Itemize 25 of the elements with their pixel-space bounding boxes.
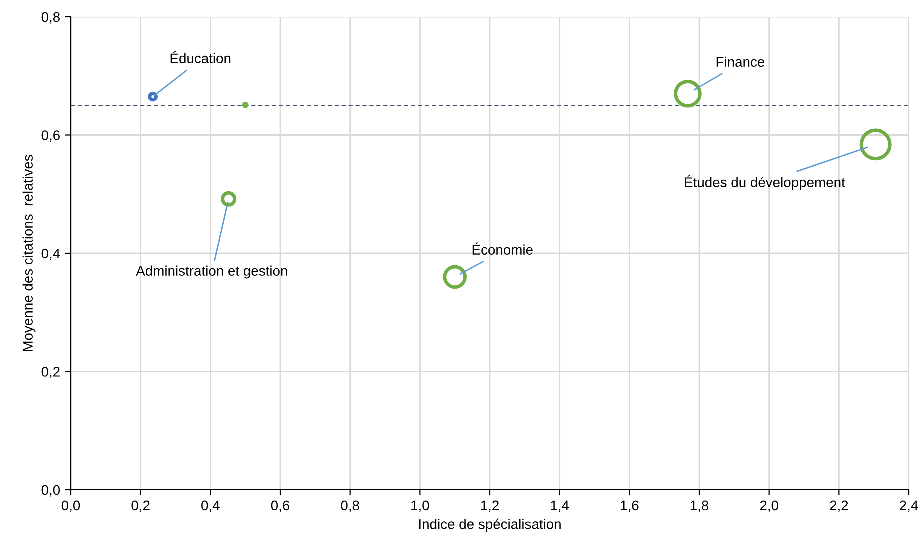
x-tick-label: 2,4: [900, 500, 918, 512]
x-tick-label: 1,0: [412, 500, 430, 512]
x-tick-label: 0,0: [62, 500, 80, 512]
x-tick-label: 1,6: [621, 500, 639, 512]
x-tick-label: 1,4: [551, 500, 570, 512]
annotation: Économie: [472, 242, 533, 255]
y-tick-label: 0,2: [42, 367, 60, 379]
x-tick-label: 2,0: [760, 500, 778, 512]
x-tick-label: 0,2: [132, 500, 150, 512]
x-tick-label: 1,2: [481, 500, 499, 512]
annotation: Études du développement: [685, 175, 846, 190]
x-tick-label: 0,6: [271, 500, 290, 512]
x-tick-label: 1,8: [690, 500, 709, 512]
y-tick-label: 0,8: [42, 12, 60, 24]
x-axis-title: Indice de spécialisation: [419, 518, 561, 532]
annotation: Finance: [716, 56, 765, 68]
x-tick-label: 2,2: [830, 500, 848, 512]
y-axis-title: Moyenne des citations relatives: [22, 155, 36, 352]
annotation: Éducation: [170, 51, 231, 64]
annotation: Administration et gestion: [136, 266, 288, 279]
y-tick-label: 0,4: [42, 248, 60, 260]
x-tick-label: 0,8: [341, 500, 360, 512]
y-tick-label: 0,0: [42, 485, 60, 497]
y-tick-label: 0,6: [42, 130, 60, 142]
x-tick-label: 0,4: [202, 500, 220, 512]
